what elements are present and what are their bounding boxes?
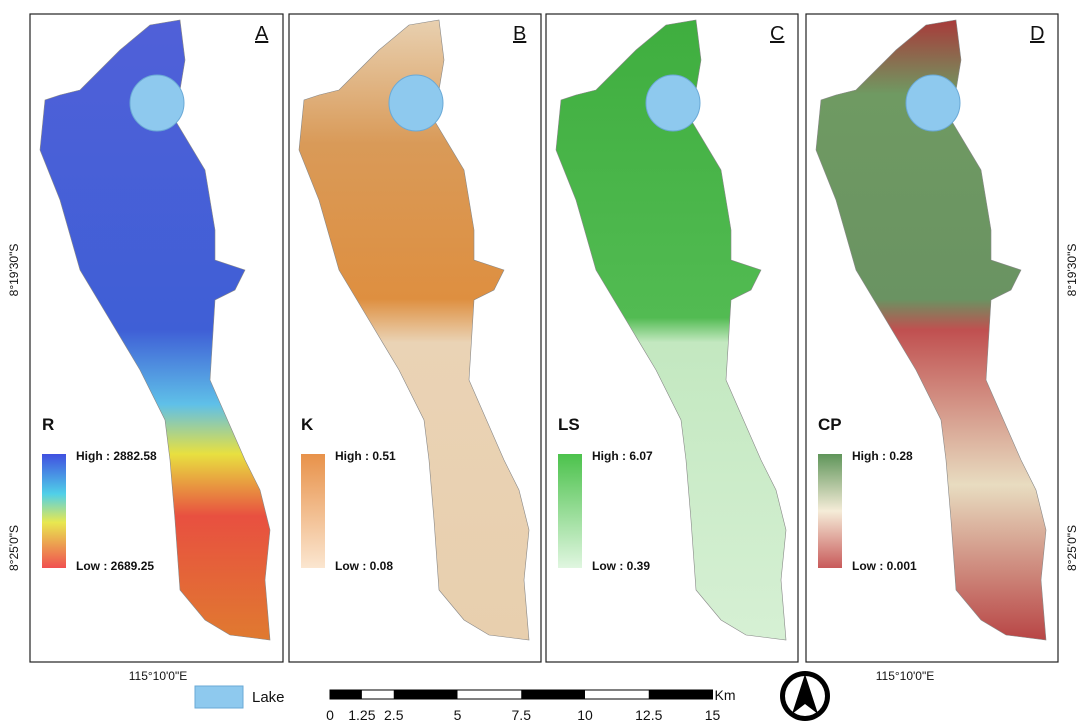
- legend-high: High : 6.07: [592, 449, 653, 463]
- legend-high: High : 2882.58: [76, 449, 157, 463]
- lake: [130, 75, 184, 131]
- scale-bar-segment: [649, 690, 713, 699]
- lake: [906, 75, 960, 131]
- scale-unit: Km: [715, 687, 736, 703]
- lake: [389, 75, 443, 131]
- scale-label: 5: [454, 707, 462, 723]
- legend-title: K: [301, 415, 314, 434]
- legend-ramp: [301, 454, 325, 568]
- longitude-label: 115°10'0"E: [876, 669, 935, 683]
- scale-label: 10: [577, 707, 593, 723]
- legend-title: CP: [818, 415, 842, 434]
- map-panel: A R High : 2882.58 Low : 2689.25: [30, 14, 283, 662]
- longitude-label: 115°10'0"E: [129, 669, 188, 683]
- lake-legend-swatch: [195, 686, 243, 708]
- map-panel: B K High : 0.51 Low : 0.08: [289, 14, 541, 662]
- scale-label: 1.25: [348, 707, 375, 723]
- legend-ramp: [42, 454, 66, 568]
- legend-title: R: [42, 415, 54, 434]
- scale-label: 7.5: [512, 707, 532, 723]
- legend-low: Low : 0.39: [592, 559, 650, 573]
- scale-bar-segment: [330, 690, 362, 699]
- map-panel: D CP High : 0.28 Low : 0.001: [806, 14, 1058, 662]
- legend-low: Low : 0.08: [335, 559, 393, 573]
- legend-ramp: [558, 454, 582, 568]
- latitude-label: 8°25'0"S: [1065, 525, 1079, 571]
- panel-letter: C: [770, 23, 784, 45]
- legend-high: High : 0.28: [852, 449, 913, 463]
- scale-label: 0: [326, 707, 334, 723]
- latitude-label: 8°19'30"S: [7, 244, 21, 297]
- panel-letter: D: [1030, 23, 1044, 45]
- scale-label: 12.5: [635, 707, 662, 723]
- panel-letter: A: [255, 23, 269, 45]
- legend-high: High : 0.51: [335, 449, 396, 463]
- legend-title: LS: [558, 415, 580, 434]
- latitude-label: 8°25'0"S: [7, 525, 21, 571]
- figure: A R High : 2882.58 Low : 2689.25 B K High : 0.…: [0, 0, 1085, 724]
- lake: [646, 75, 700, 131]
- map-panel: C LS High : 6.07 Low : 0.39: [546, 14, 798, 662]
- scale-bar-segment: [521, 690, 585, 699]
- legend-ramp: [818, 454, 842, 568]
- scale-label: 2.5: [384, 707, 404, 723]
- legend-low: Low : 2689.25: [76, 559, 154, 573]
- lake-legend-label: Lake: [252, 689, 285, 706]
- scale-bar-segment: [394, 690, 458, 699]
- latitude-label: 8°19'30"S: [1065, 244, 1079, 297]
- scale-label: 15: [705, 707, 721, 723]
- panel-letter: B: [513, 23, 526, 45]
- legend-low: Low : 0.001: [852, 559, 917, 573]
